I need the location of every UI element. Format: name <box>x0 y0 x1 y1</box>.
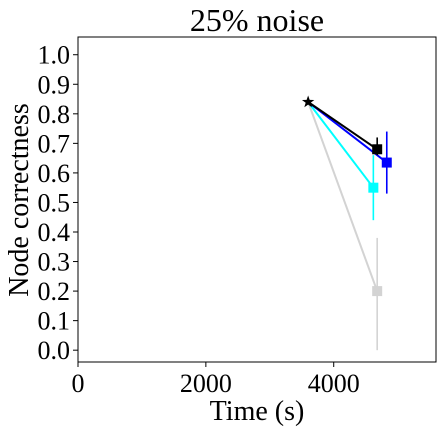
series-square-marker <box>372 286 383 297</box>
plot-frame <box>77 36 437 363</box>
y-tick-label: 0.9 <box>38 70 71 99</box>
chart-title: 25% noise <box>190 2 324 38</box>
x-tick-label: 0 <box>72 369 85 398</box>
y-tick-label: 0.4 <box>38 218 71 247</box>
series-connector-line <box>307 101 375 189</box>
y-tick-label: 0.5 <box>38 188 71 217</box>
y-tick-label: 0.7 <box>38 129 71 158</box>
y-tick-label: 0.0 <box>38 336 71 365</box>
series-connector-line <box>307 101 379 292</box>
x-axis-label: Time (s) <box>210 396 305 427</box>
x-tick-label: 2000 <box>180 369 232 398</box>
y-tick-label: 0.8 <box>38 100 71 129</box>
series-connector-line <box>307 101 378 151</box>
y-tick-label: 0.6 <box>38 159 71 188</box>
series-square-marker <box>381 157 392 168</box>
y-axis-label: Node correctness <box>4 103 35 297</box>
y-tick-label: 0.2 <box>38 277 71 306</box>
y-tick-label: 1.0 <box>38 41 71 70</box>
series-square-marker <box>368 182 379 193</box>
x-tick-label: 4000 <box>308 369 360 398</box>
y-tick-label: 0.3 <box>38 248 71 277</box>
series-square-marker <box>372 144 383 155</box>
plot-area <box>301 95 392 351</box>
x-axis: 0 2000 4000 <box>72 362 360 398</box>
y-tick-label: 0.1 <box>38 307 71 336</box>
y-axis: 0.00.10.20.30.40.50.60.70.80.91.0 <box>38 41 78 365</box>
origin-star-marker <box>301 95 315 108</box>
